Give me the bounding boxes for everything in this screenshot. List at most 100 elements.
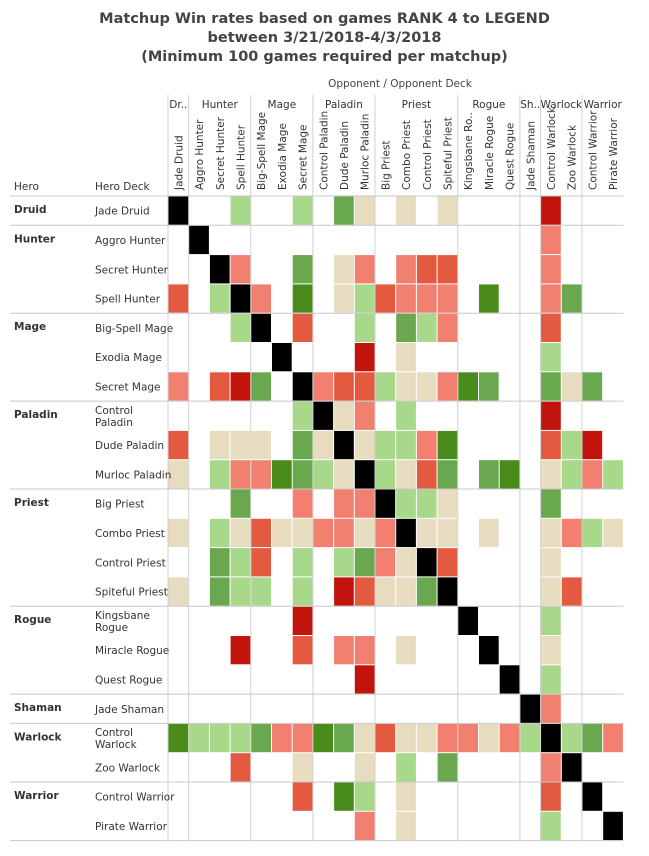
mirror-cell — [603, 811, 623, 841]
deck-label: Big-Spell Mage — [95, 323, 173, 335]
heatmap-cell — [251, 284, 271, 313]
column-label: Secret Hunter — [215, 116, 227, 190]
column-label: Jade Druid — [173, 135, 185, 191]
heatmap-cell — [292, 577, 313, 606]
column-label: Spiteful Priest — [442, 117, 454, 190]
column-label: Zoo Warlock — [567, 124, 579, 190]
deck-label: Murloc Paladin — [95, 469, 171, 481]
deck-label: Exodia Mage — [95, 352, 162, 364]
heatmap-cell — [582, 372, 603, 401]
heatmap-cell — [251, 723, 271, 753]
hero-label: Druid — [14, 204, 46, 216]
hero-label: Rogue — [14, 614, 51, 626]
heatmap-cell — [272, 723, 292, 753]
heatmap-cell — [168, 723, 189, 753]
heatmap-cell — [437, 460, 458, 489]
heatmap-cell — [230, 723, 251, 753]
heatmap-cell — [437, 284, 458, 313]
heatmap-cell — [416, 372, 437, 401]
heatmap-cell — [354, 313, 375, 342]
column-label: Spell Hunter — [235, 124, 247, 190]
deck-label: Secret Hunter — [95, 264, 169, 276]
heatmap-cell — [375, 430, 396, 460]
mirror-cell — [375, 489, 396, 518]
heatmap-cell — [354, 255, 375, 284]
heatmap-cell — [354, 577, 375, 606]
deck-label: Dude Paladin — [95, 440, 164, 452]
heatmap-cell — [292, 401, 313, 430]
heatmap-cell — [251, 372, 271, 401]
heatmap-cell — [168, 430, 189, 460]
heatmap-cell — [209, 430, 230, 460]
opponent-axis-title: Opponent / Opponent Deck — [328, 78, 472, 90]
chart-title-line-3: (Minimum 100 games required per matchup) — [141, 49, 508, 65]
heatmap-cell — [396, 343, 416, 372]
heatmap-cell — [437, 196, 458, 225]
column-label: Aggro Hunter — [194, 119, 206, 190]
heatmap-cell — [561, 284, 582, 313]
heatmap-cell — [354, 723, 375, 753]
mirror-cell — [479, 636, 499, 665]
heatmap-cell — [209, 284, 230, 313]
heatmap-cell — [168, 372, 189, 401]
heatmap-cell — [375, 372, 396, 401]
heatmap-cell — [334, 196, 354, 225]
heatmap-cell — [437, 548, 458, 577]
heatmap-cell — [334, 255, 354, 284]
heatmap-cell — [168, 284, 189, 313]
heatmap-cell — [603, 460, 623, 489]
deck-label: Paladin — [95, 417, 133, 429]
deck-label: Control — [95, 405, 133, 417]
mirror-cell — [541, 723, 561, 753]
heatmap-cell — [437, 255, 458, 284]
column-label: Control Paladin — [318, 111, 330, 190]
heatmap-cell — [168, 460, 189, 489]
heatmap-cell — [541, 489, 561, 518]
heatmap-cell — [230, 518, 251, 548]
heatmap-cell — [416, 460, 437, 489]
heatmap-cell — [251, 577, 271, 606]
deck-label: Spiteful Priest — [95, 587, 168, 599]
deck-label: Miracle Rogue — [95, 645, 169, 657]
heatmap-cell — [541, 811, 561, 841]
heatmap-cell — [437, 313, 458, 342]
column-label: Control Warrior — [587, 110, 599, 190]
heatmap-cell — [396, 401, 416, 430]
heatmap-cell — [334, 782, 354, 811]
heatmap-cell — [458, 372, 478, 401]
heatmap-cell — [230, 255, 251, 284]
heatmap-cell — [375, 723, 396, 753]
heatmap-cell — [396, 811, 416, 841]
mirror-cell — [292, 372, 313, 401]
deck-label: Jade Shaman — [94, 704, 164, 716]
heatmap-cell — [375, 460, 396, 489]
heatmap-cell — [209, 460, 230, 489]
hero-label: Shaman — [14, 702, 62, 714]
heatmap-cell — [479, 518, 499, 548]
heatmap-cell — [313, 723, 334, 753]
heatmap-cell — [396, 313, 416, 342]
mirror-cell — [272, 343, 292, 372]
column-label: Kingsbane Ro.. — [463, 112, 475, 190]
heatmap-cell — [334, 401, 354, 430]
mirror-cell — [354, 460, 375, 489]
hero-label: Warrior — [14, 790, 59, 802]
heatmap-cell — [541, 548, 561, 577]
column-group-label: Dr.. — [169, 99, 187, 111]
heatmap-cell — [541, 518, 561, 548]
heatmap-cell — [375, 284, 396, 313]
heatmap-cell — [541, 606, 561, 635]
chart-title: Matchup Win rates based on games RANK 4 … — [0, 10, 649, 67]
mirror-cell — [437, 577, 458, 606]
heatmap-cell — [292, 489, 313, 518]
heatmap-cell — [582, 723, 603, 753]
heatmap-cell — [230, 489, 251, 518]
heatmap-cell — [354, 753, 375, 782]
mirror-cell — [458, 606, 478, 635]
heatmap-cell — [479, 284, 499, 313]
heatmap-cell — [437, 372, 458, 401]
heatmap-cell — [416, 284, 437, 313]
heatmap-cell — [437, 489, 458, 518]
heatmap-cell — [354, 636, 375, 665]
heatmap-cell — [416, 577, 437, 606]
